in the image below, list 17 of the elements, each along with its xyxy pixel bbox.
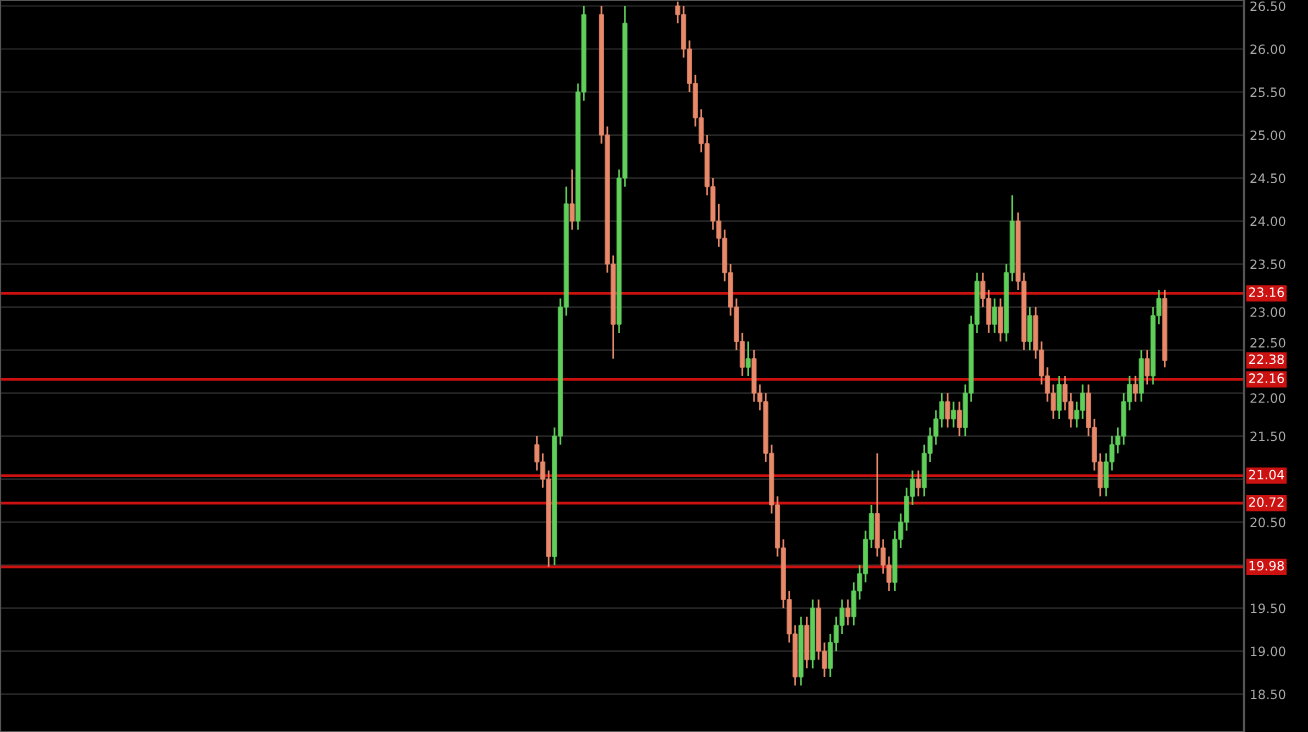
candlestick: [1138, 349, 1144, 403]
candlestick: [1144, 349, 1150, 386]
candlestick: [1132, 375, 1138, 403]
candlestick: [1080, 383, 1086, 420]
candlestick: [992, 297, 998, 334]
candlestick: [569, 168, 575, 231]
candlestick: [951, 400, 957, 429]
candlestick: [745, 340, 751, 377]
candlestick: [1056, 375, 1062, 420]
candlestick: [956, 400, 962, 437]
candlestick: [915, 469, 921, 498]
candlestick: [1027, 306, 1033, 351]
candlestick: [751, 349, 757, 403]
candlestick: [998, 297, 1003, 343]
candlestick: [804, 615, 810, 670]
candlestick: [845, 598, 851, 627]
candlestick: [945, 392, 951, 429]
